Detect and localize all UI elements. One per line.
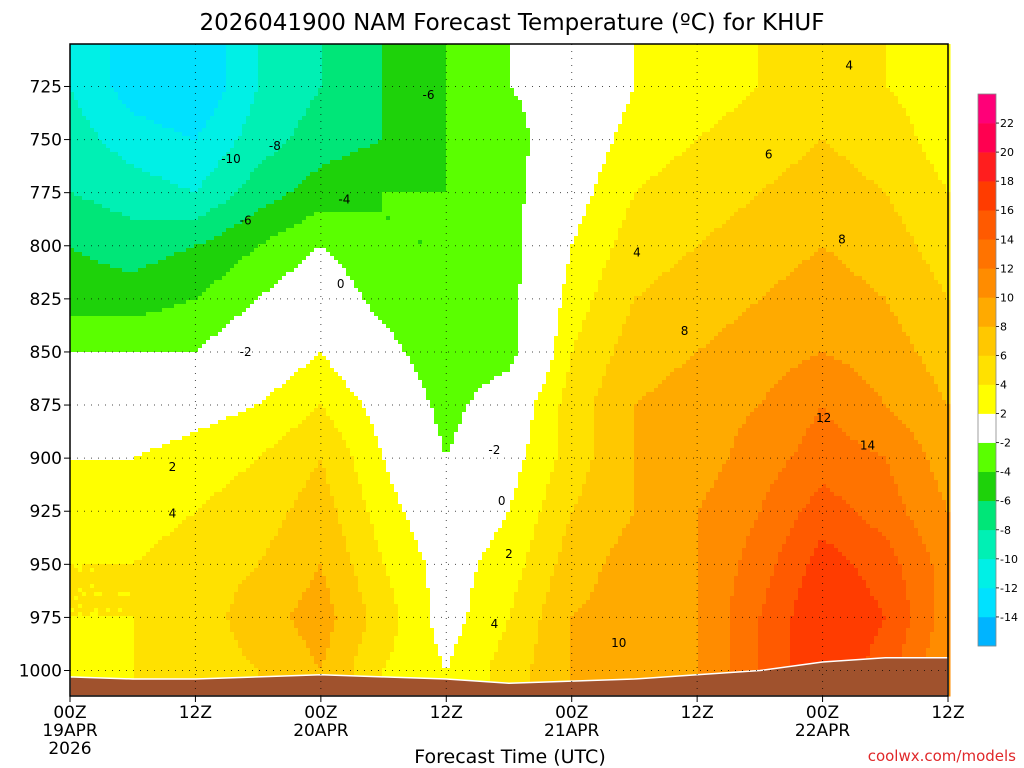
y-tick-label: 750 (30, 131, 62, 151)
colorbar-label: 4 (1000, 379, 1007, 392)
x-tick-date: 20APR (293, 721, 349, 741)
colorbar-swatch (978, 559, 996, 588)
contour-label: 2 (169, 460, 177, 474)
colorbar-label: 20 (1000, 146, 1014, 159)
contour-label: -4 (338, 192, 350, 206)
temperature-field (70, 44, 951, 697)
colorbar-swatch (978, 239, 996, 268)
x-tick-label: 12Z (179, 703, 212, 723)
contour-label: 8 (681, 324, 689, 338)
colorbar-label: -4 (1000, 466, 1011, 479)
contour-label: 4 (169, 507, 177, 521)
contour-label: 4 (845, 59, 853, 73)
colorbar-swatch (978, 268, 996, 297)
contour-label: -6 (240, 214, 252, 228)
y-axis: 725 750 775 800 825 850 875 900 925 950 975 1000 (19, 77, 70, 681)
contour-label: 4 (633, 245, 641, 259)
x-tick-label: 00Z (555, 703, 588, 723)
x-axis-label: Forecast Time (UTC) (414, 746, 605, 768)
colorbar-label: -14 (1000, 611, 1018, 624)
colorbar-swatch (978, 414, 996, 443)
colorbar-swatch (978, 210, 996, 239)
x-tick-label: 00Z (304, 703, 337, 723)
colorbar-swatch (978, 588, 996, 617)
y-tick-label: 900 (30, 449, 62, 469)
colorbar-swatch (978, 326, 996, 355)
y-tick-label: 775 (30, 184, 62, 204)
credit-text: coolwx.com/models (868, 747, 1016, 765)
x-tick-label: 12Z (430, 703, 463, 723)
x-tick-label: 12Z (681, 703, 714, 723)
y-tick-label: 975 (30, 608, 62, 628)
x-tick-date: 21APR (544, 721, 600, 741)
contour-label: 12 (816, 411, 831, 425)
contour-label: 6 (765, 148, 773, 162)
contour-label: 10 (611, 636, 626, 650)
x-tick-date: 19APR (42, 721, 98, 741)
contour-label: -10 (221, 152, 241, 166)
colorbar-label: 6 (1000, 350, 1007, 363)
colorbar-label: 22 (1000, 117, 1014, 130)
contour-label: -8 (269, 139, 281, 153)
colorbar-label: -6 (1000, 495, 1011, 508)
y-tick-label: 800 (30, 237, 62, 257)
contour-label: -2 (488, 443, 500, 457)
y-tick-label: 925 (30, 502, 62, 522)
y-tick-label: 950 (30, 555, 62, 575)
x-tick-label: 00Z (53, 703, 86, 723)
y-tick-label: 875 (30, 396, 62, 416)
contour-label: -2 (240, 345, 252, 359)
x-tick-year: 2026 (48, 739, 91, 759)
contour-label: 0 (337, 277, 345, 291)
colorbar-label: 12 (1000, 262, 1014, 275)
colorbar-swatch (978, 355, 996, 384)
colorbar-swatch (978, 443, 996, 472)
colorbar-swatch (978, 297, 996, 326)
chart-title: 2026041900 NAM Forecast Temperature (ºC)… (200, 10, 825, 36)
colorbar-label: 18 (1000, 175, 1014, 188)
colorbar-label: 2 (1000, 408, 1007, 421)
colorbar-label: 10 (1000, 291, 1014, 304)
contour-label: 14 (860, 439, 875, 453)
colorbar-swatch (978, 152, 996, 181)
colorbar-label: -2 (1000, 437, 1011, 450)
colorbar-swatch (978, 94, 996, 123)
colorbar-label: -12 (1000, 582, 1018, 595)
contour-label: 2 (505, 547, 513, 561)
y-tick-label: 850 (30, 343, 62, 363)
colorbar-swatch (978, 617, 996, 646)
colorbar-swatch (978, 123, 996, 152)
colorbar-swatch (978, 530, 996, 559)
colorbar-legend: -14 -12 -10 -8 -6 -4 -2 2 4 6 8 10 12 14 16 18 20 22 (978, 94, 1018, 646)
contour-label: 0 (498, 494, 506, 508)
colorbar-label: 14 (1000, 233, 1014, 246)
colorbar-label: -10 (1000, 553, 1018, 566)
contour-label: 4 (491, 617, 499, 631)
colorbar-label: -8 (1000, 524, 1011, 537)
colorbar-swatch (978, 385, 996, 414)
plot-area: -10 -8 -6 -4 -6 -2 0 2 4 -2 0 2 4 10 4 8 6 8 12 14 4 (70, 44, 951, 697)
x-tick-date: 22APR (795, 721, 851, 741)
x-tick-label: 12Z (931, 703, 964, 723)
colorbar-swatch (978, 181, 996, 210)
colorbar-swatch (978, 501, 996, 530)
y-tick-label: 1000 (19, 662, 62, 682)
colorbar-swatch (978, 472, 996, 501)
contour-label: -6 (423, 88, 435, 102)
contour-label: 8 (838, 233, 846, 247)
y-tick-label: 825 (30, 290, 62, 310)
x-tick-label: 00Z (806, 703, 839, 723)
y-tick-label: 725 (30, 77, 62, 97)
colorbar-label: 16 (1000, 204, 1014, 217)
colorbar-label: 8 (1000, 320, 1007, 333)
